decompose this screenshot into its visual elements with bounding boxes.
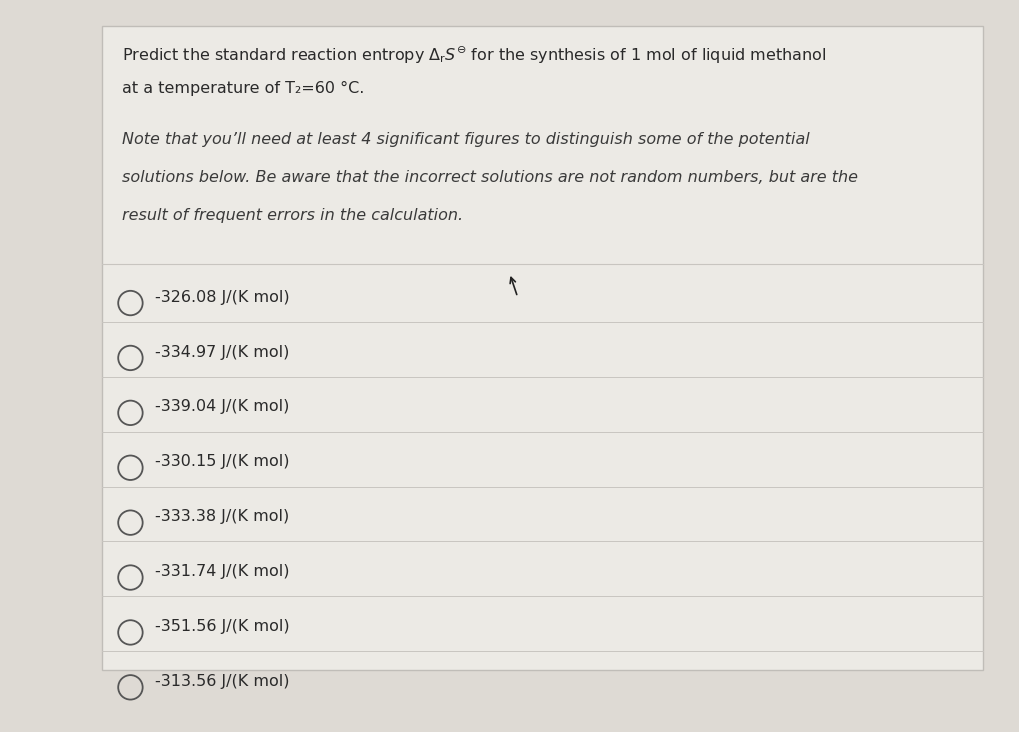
Text: -334.97 J/(K mol): -334.97 J/(K mol) [155, 345, 289, 359]
Text: solutions below. Be aware that the incorrect solutions are not random numbers, b: solutions below. Be aware that the incor… [122, 170, 858, 184]
Text: -331.74 J/(K mol): -331.74 J/(K mol) [155, 564, 289, 579]
Text: Note that you’ll need at least 4 significant figures to distinguish some of the : Note that you’ll need at least 4 signifi… [122, 132, 810, 146]
Text: -313.56 J/(K mol): -313.56 J/(K mol) [155, 674, 289, 689]
Text: -330.15 J/(K mol): -330.15 J/(K mol) [155, 455, 289, 469]
Text: -351.56 J/(K mol): -351.56 J/(K mol) [155, 619, 289, 634]
Text: Predict the standard reaction entropy $\Delta_{\mathregular{r}}S^{\ominus}$ for : Predict the standard reaction entropy $\… [122, 44, 826, 65]
Text: -339.04 J/(K mol): -339.04 J/(K mol) [155, 400, 289, 414]
Text: result of frequent errors in the calculation.: result of frequent errors in the calcula… [122, 208, 464, 223]
Text: -333.38 J/(K mol): -333.38 J/(K mol) [155, 509, 289, 524]
Text: at a temperature of T₂=60 °C.: at a temperature of T₂=60 °C. [122, 81, 365, 96]
Text: -326.08 J/(K mol): -326.08 J/(K mol) [155, 290, 289, 305]
